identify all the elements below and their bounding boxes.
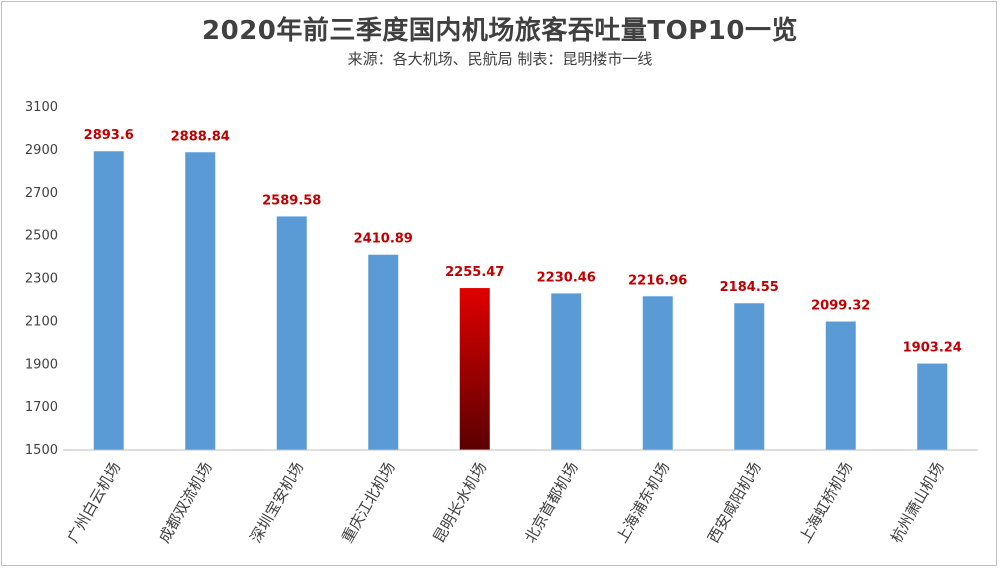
chart-title: 2020年前三季度国内机场旅客吞吐量TOP10一览: [202, 16, 798, 46]
y-tick-label: 2700: [25, 186, 58, 201]
data-label: 2230.46: [537, 270, 596, 285]
y-axis: 1500 1700 1900 2100 2300 2500 2700 2900 3100: [25, 100, 58, 458]
data-labels: 2893.6 2888.84 2589.58 2410.89 2255.47 2230.4…: [84, 128, 962, 355]
y-tick-label: 2100: [25, 314, 58, 329]
bar: [642, 296, 673, 450]
data-label: 2216.96: [628, 273, 687, 288]
y-tick-label: 2500: [25, 229, 58, 244]
x-tick-label: 广州白云机场: [64, 459, 125, 546]
data-label: 2589.58: [262, 193, 321, 208]
data-label: 2099.32: [811, 299, 870, 314]
x-tick-label: 重庆江北机场: [338, 459, 399, 546]
bar: [734, 303, 765, 450]
bar: [825, 321, 856, 450]
data-label: 1903.24: [903, 341, 962, 356]
y-tick-label: 2900: [25, 143, 58, 158]
bars: [93, 151, 948, 450]
data-label: 2893.6: [84, 128, 134, 143]
bar: [459, 288, 490, 450]
bar: [185, 152, 216, 450]
y-tick-label: 1700: [25, 400, 58, 415]
x-axis: 广州白云机场 成都双流机场 深圳宝安机场 重庆江北机场 昆明长水机场 北京首都机场 上海浦东…: [63, 449, 978, 546]
x-tick-label: 北京首都机场: [521, 459, 582, 546]
bar: [276, 216, 307, 450]
data-label: 2410.89: [354, 232, 413, 247]
x-tick-label: 上海浦东机场: [613, 459, 674, 546]
data-label: 2888.84: [171, 129, 230, 144]
y-tick-label: 2300: [25, 272, 58, 287]
data-label: 2255.47: [445, 265, 504, 280]
x-tick-label: 杭州萧山机场: [887, 459, 948, 546]
y-tick-label: 1500: [25, 443, 58, 458]
x-tick-label: 昆明长水机场: [430, 459, 491, 546]
y-tick-label: 3100: [25, 100, 58, 115]
x-tick-label: 上海虹桥机场: [796, 459, 857, 546]
x-tick-label: 深圳宝安机场: [247, 459, 308, 546]
chart-subtitle: 来源：各大机场、民航局 制表：昆明楼市一线: [347, 50, 653, 68]
bar: [368, 254, 399, 450]
y-tick-label: 1900: [25, 357, 58, 372]
data-label: 2184.55: [720, 280, 779, 295]
bar: [917, 363, 948, 450]
bar: [93, 151, 124, 450]
x-tick-label: 成都双流机场: [155, 459, 216, 546]
bar: [551, 293, 582, 450]
x-tick-label: 西安咸阳机场: [704, 459, 765, 546]
